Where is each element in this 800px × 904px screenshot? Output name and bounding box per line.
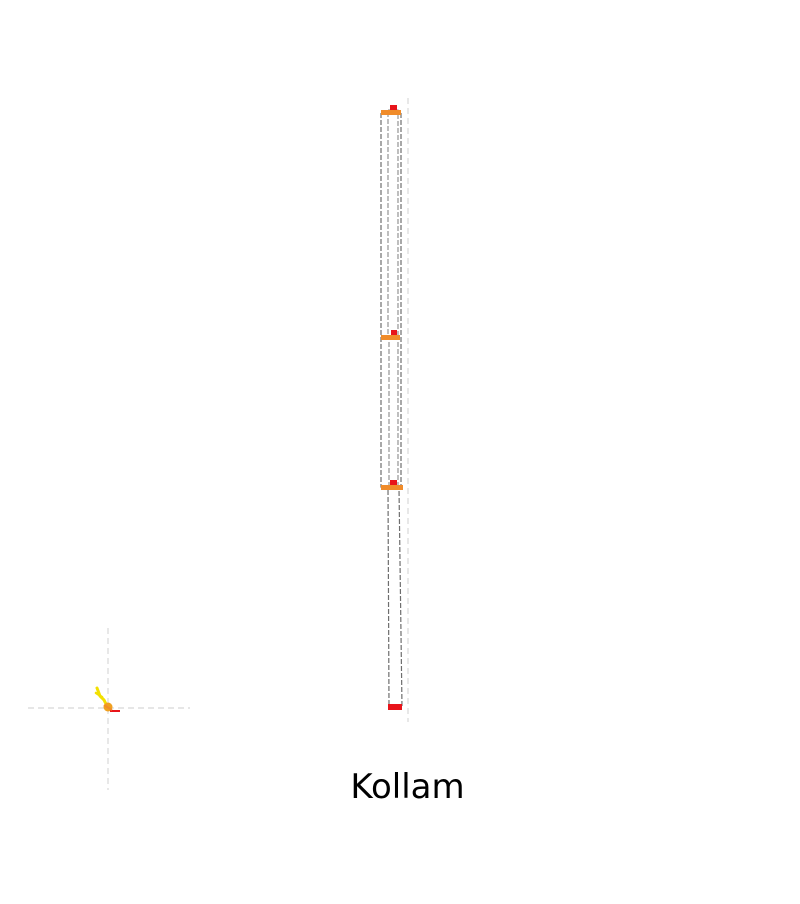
level-marker-top-cap	[390, 105, 397, 110]
level-marker-top-bar	[381, 110, 401, 115]
level-marker-middle-bar	[381, 335, 400, 340]
base-marker	[388, 704, 402, 710]
lower-frame	[387, 487, 403, 708]
location-label: Kollam	[350, 767, 465, 807]
level-marker-lower-bar	[381, 485, 403, 490]
level-marker-middle-cap	[391, 330, 397, 335]
inner-frame-upper	[387, 109, 399, 339]
inner-frame-middle	[388, 336, 399, 488]
inset-locator-icon	[94, 686, 120, 712]
level-marker-lower-cap	[390, 480, 397, 485]
